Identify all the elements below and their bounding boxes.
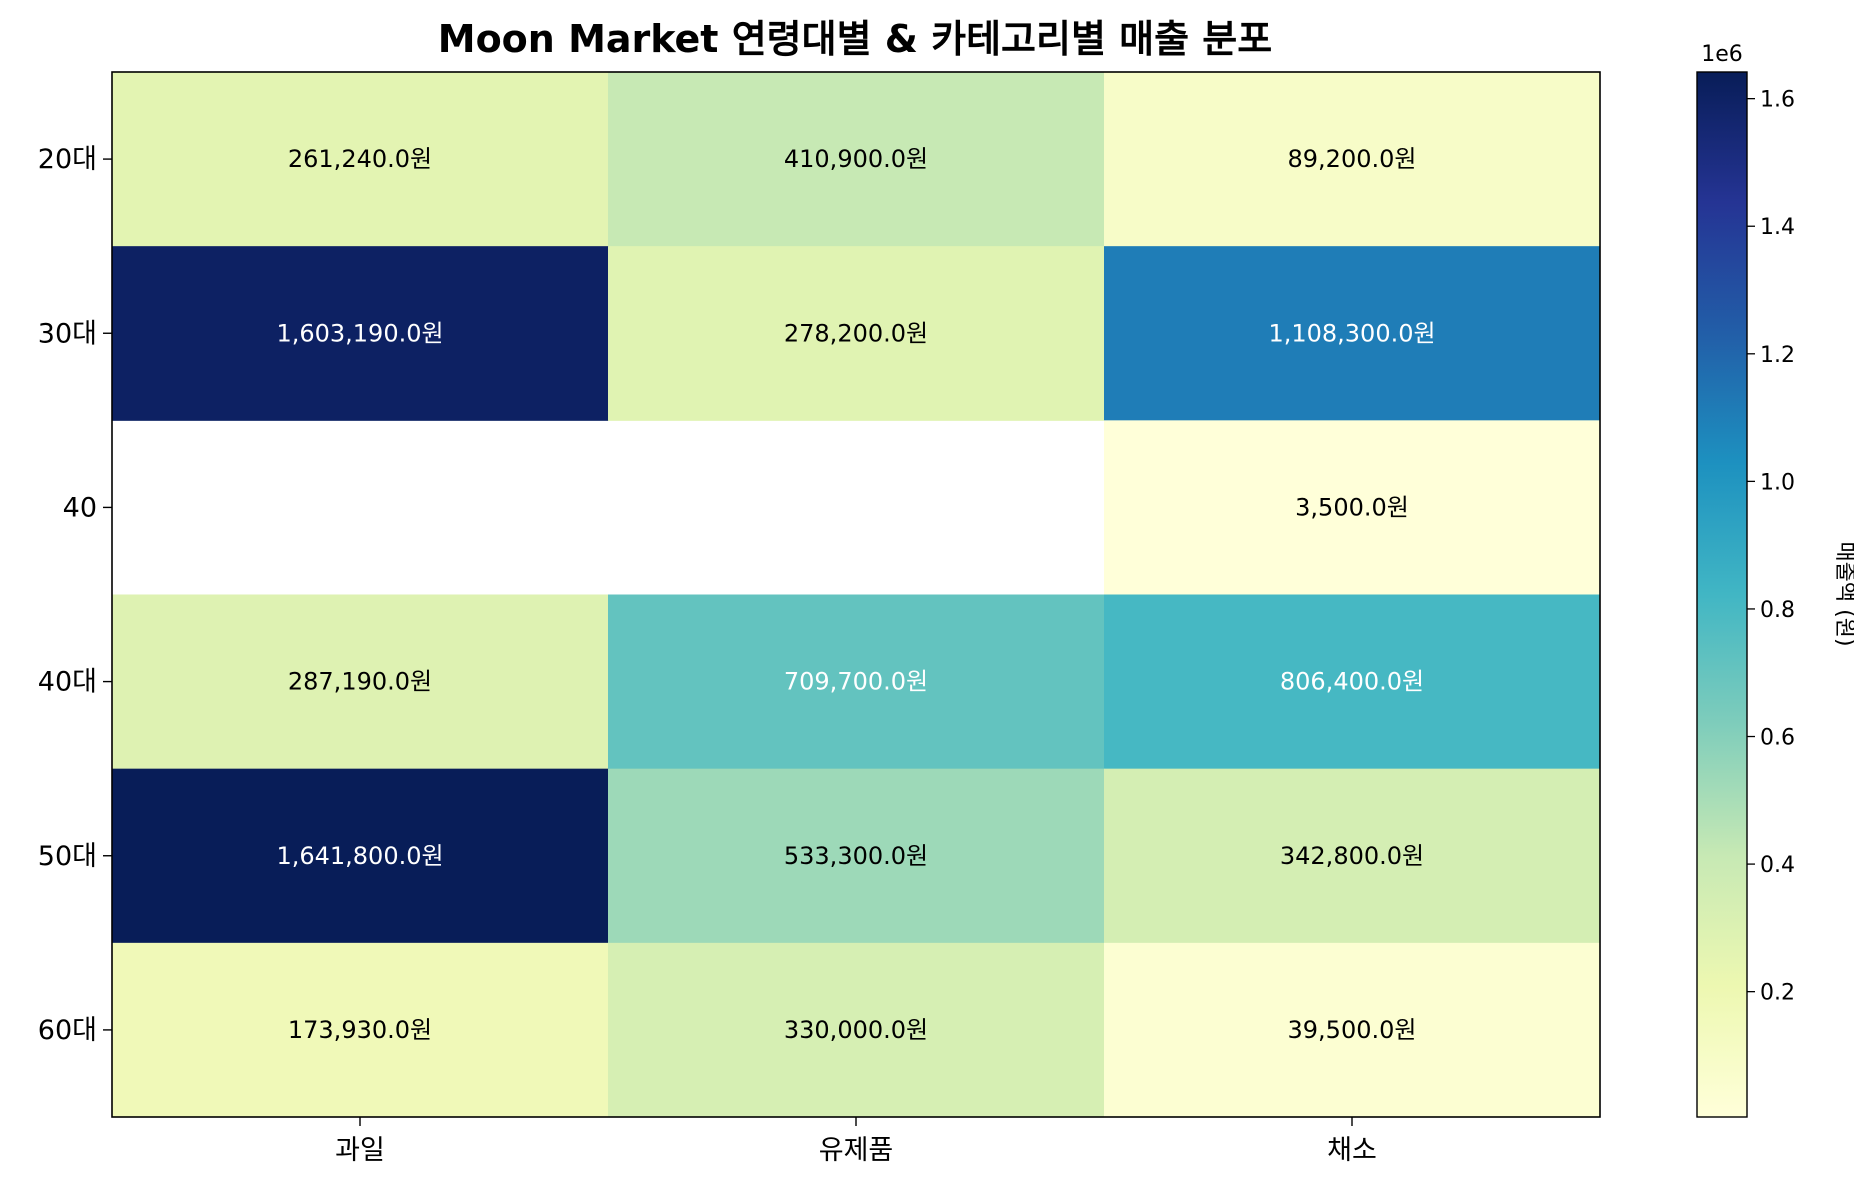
heatmap-cell xyxy=(112,594,609,770)
heatmap-cell xyxy=(608,72,1105,247)
colorbar-tick-label: 0.6 xyxy=(1760,726,1795,751)
y-tick-label: 30대 xyxy=(38,318,97,349)
cell-value-label: 261,240.0원 xyxy=(288,145,432,173)
y-tick-label: 40 xyxy=(63,492,97,523)
colorbar-tick-label: 0.2 xyxy=(1760,981,1795,1006)
heatmap-cell xyxy=(1104,768,1601,944)
y-tick-label: 40대 xyxy=(38,667,97,698)
colorbar-tick-label: 1.4 xyxy=(1760,215,1795,240)
cell-value-label: 39,500.0원 xyxy=(1288,1016,1417,1044)
cell-value-label: 709,700.0원 xyxy=(784,668,928,696)
heatmap-cell xyxy=(112,72,609,247)
heatmap-cell xyxy=(608,246,1105,421)
heatmap-cell xyxy=(608,594,1105,770)
cell-value-label: 287,190.0원 xyxy=(288,668,432,696)
colorbar-offset-label: 1e6 xyxy=(1701,42,1743,67)
cell-value-label: 330,000.0원 xyxy=(784,1016,928,1044)
cell-value-label: 3,500.0원 xyxy=(1295,493,1409,521)
x-axis: 과일 유제품 채소 xyxy=(335,1117,1377,1166)
y-axis: 20대 30대 40 40대 50대 60대 xyxy=(38,144,112,1046)
colorbar-label: 매출액 (원) xyxy=(1832,541,1854,646)
colorbar-gradient xyxy=(1696,71,1748,1118)
colorbar-tick-label: 1.0 xyxy=(1760,470,1795,495)
cell-value-label: 1,641,800.0원 xyxy=(276,842,443,870)
colorbar-tick-label: 1.2 xyxy=(1760,343,1795,368)
x-tick-label: 과일 xyxy=(335,1135,385,1166)
heatmap-cell xyxy=(112,942,609,1118)
cell-value-label: 1,108,300.0원 xyxy=(1268,319,1435,347)
cell-value-label: 410,900.0원 xyxy=(784,145,928,173)
y-tick-label: 60대 xyxy=(38,1015,97,1046)
heatmap-cell-labels: 261,240.0원 410,900.0원 89,200.0원 1,603,190.0… xyxy=(276,145,1435,1044)
heatmap-cell xyxy=(1104,420,1601,595)
x-tick-label: 채소 xyxy=(1327,1135,1377,1166)
heatmap-cell xyxy=(1104,594,1601,770)
colorbar-tick-label: 1.6 xyxy=(1760,88,1795,113)
heatmap-cell xyxy=(112,246,609,421)
heatmap-cell xyxy=(112,768,609,944)
y-tick-label: 50대 xyxy=(38,841,97,872)
colorbar-tick-label: 0.8 xyxy=(1760,598,1795,623)
cell-value-label: 89,200.0원 xyxy=(1288,145,1417,173)
heatmap-cell xyxy=(608,942,1105,1118)
chart-title: Moon Market 연령대별 & 카테고리별 매출 분포 xyxy=(438,17,1272,61)
cell-value-label: 173,930.0원 xyxy=(288,1016,432,1044)
heatmap-cell xyxy=(608,768,1105,944)
cell-value-label: 342,800.0원 xyxy=(1280,842,1424,870)
cell-value-label: 533,300.0원 xyxy=(784,842,928,870)
heatmap-cell xyxy=(1104,72,1601,247)
colorbar: 1e6 매출액 (원) 0.2 0.4 0.6 0.8 1.0 1.2 1.4 1.6 xyxy=(1696,42,1854,1118)
cell-value-label: 1,603,190.0원 xyxy=(276,319,443,347)
x-tick-label: 유제품 xyxy=(819,1135,894,1166)
cell-value-label: 278,200.0원 xyxy=(784,319,928,347)
heatmap-cell xyxy=(1104,246,1601,421)
heatmap-cells xyxy=(112,72,1601,1118)
cell-value-label: 806,400.0원 xyxy=(1280,668,1424,696)
y-tick-label: 20대 xyxy=(38,144,97,175)
heatmap-cell xyxy=(1104,942,1601,1118)
colorbar-tick-label: 0.4 xyxy=(1760,853,1795,878)
